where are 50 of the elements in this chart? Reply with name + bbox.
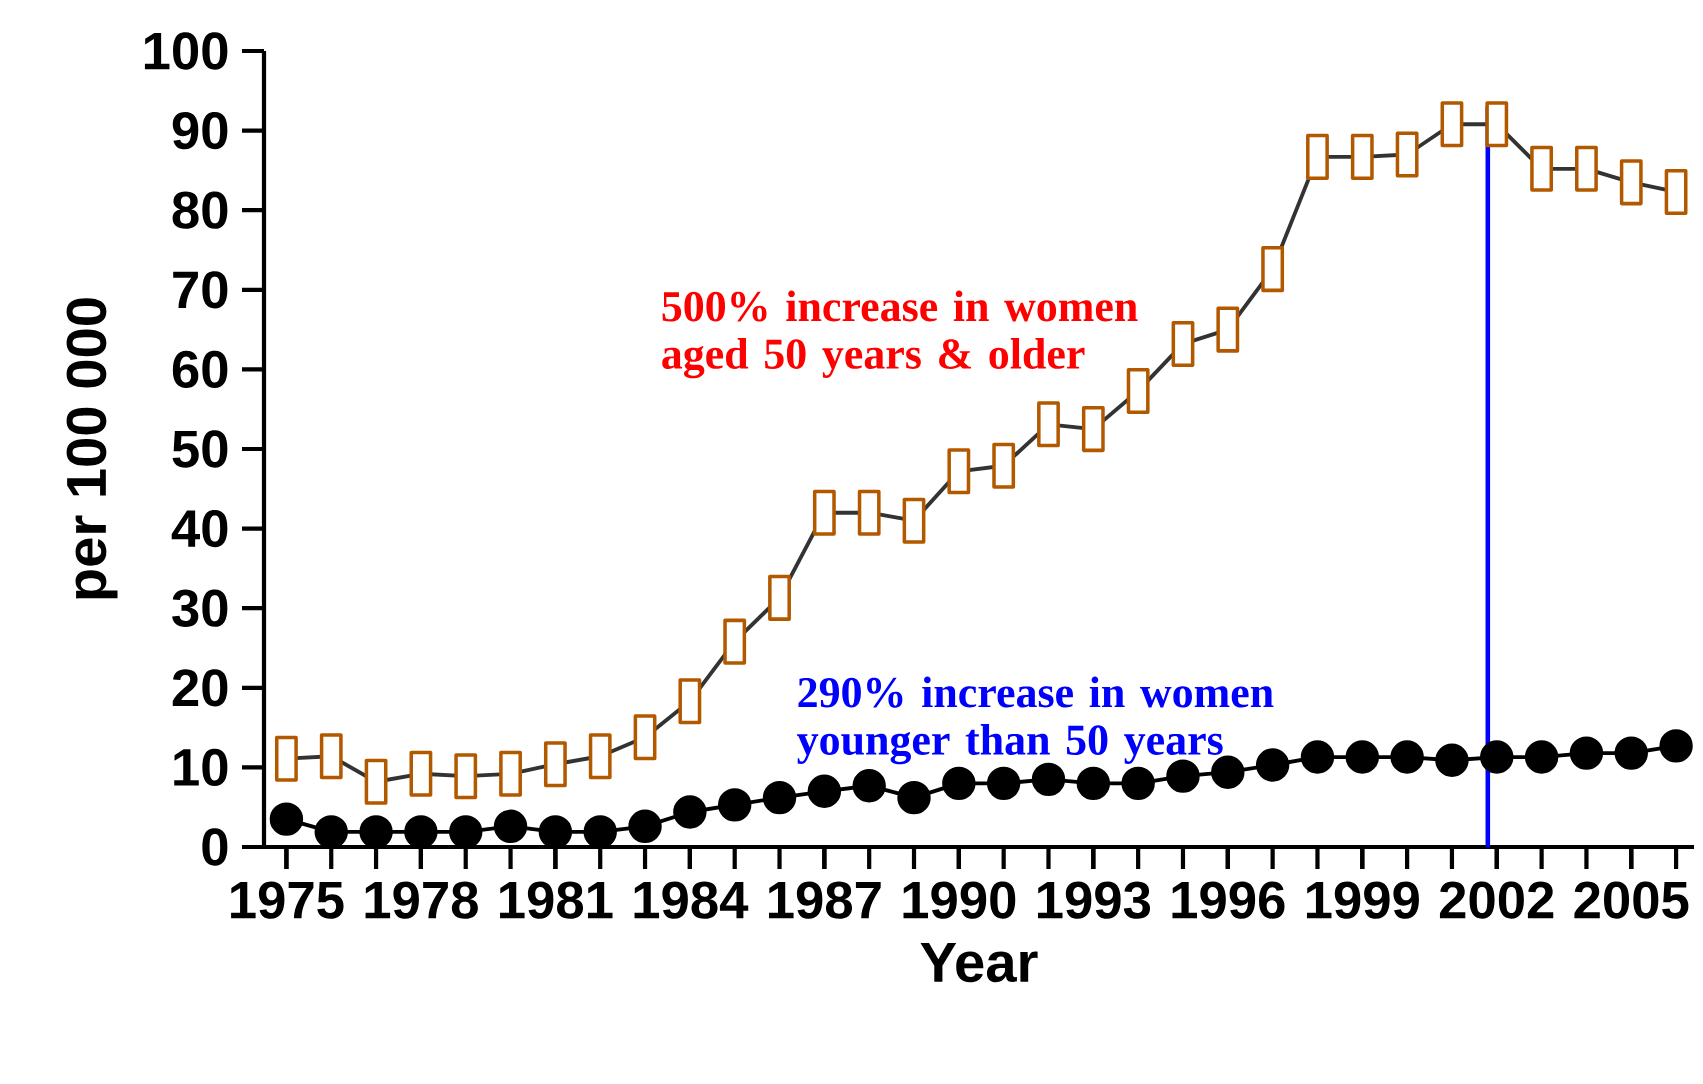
point	[1300, 740, 1335, 774]
x-axis-title: Year	[920, 942, 1038, 983]
point	[269, 802, 304, 836]
point	[1345, 740, 1379, 774]
x-tick-label: 1996	[1172, 881, 1285, 919]
point	[1076, 766, 1111, 801]
point	[1524, 740, 1559, 774]
point	[1614, 736, 1648, 770]
y-tick-label: 80	[172, 191, 228, 229]
y-tick-label: 60	[172, 350, 228, 389]
point	[1255, 748, 1290, 782]
point	[1659, 729, 1693, 763]
x-tick-label: 1990	[903, 881, 1016, 919]
y-tick-label: 10	[174, 748, 228, 787]
y-tick-label: 100	[144, 32, 228, 70]
x-tick-label: 1999	[1306, 881, 1419, 919]
point	[628, 809, 662, 844]
point	[718, 788, 752, 822]
point	[942, 766, 976, 801]
x-tick-label: 1987	[769, 881, 881, 919]
point	[897, 780, 931, 815]
x-tick-label: 1984	[634, 881, 749, 919]
y-tick-label: 20	[172, 669, 228, 707]
y-tick-label: 50	[172, 430, 228, 468]
point	[1480, 740, 1514, 774]
point	[986, 766, 1021, 801]
annotation: 290% increase in women younger than 50 years	[797, 676, 1274, 765]
x-tick-label: 2002	[1439, 881, 1554, 919]
point	[1390, 740, 1424, 774]
point	[493, 809, 528, 844]
y-tick-label: 0	[202, 828, 228, 866]
point	[1435, 743, 1469, 777]
x-tick-label: 1981	[500, 881, 613, 919]
y-tick-label: 90	[172, 111, 228, 150]
y-tick-label: 70	[173, 271, 228, 309]
annotation: 500% increase in women aged 50 years & older	[662, 290, 1138, 379]
x-tick-label: 2005	[1574, 881, 1689, 919]
x-tick-label: 1978	[365, 881, 478, 919]
x-tick-label: 1993	[1037, 881, 1151, 919]
y-tick-label: 40	[171, 509, 228, 548]
y-axis-title: per 100 000	[66, 298, 118, 599]
point	[852, 769, 886, 803]
point	[673, 795, 707, 829]
x-tick-label: 1975	[231, 881, 344, 919]
point	[807, 774, 842, 808]
point	[1031, 762, 1066, 797]
point	[1121, 766, 1155, 801]
y-tick-label: 30	[172, 589, 228, 627]
point	[762, 780, 797, 815]
point	[1569, 736, 1604, 770]
